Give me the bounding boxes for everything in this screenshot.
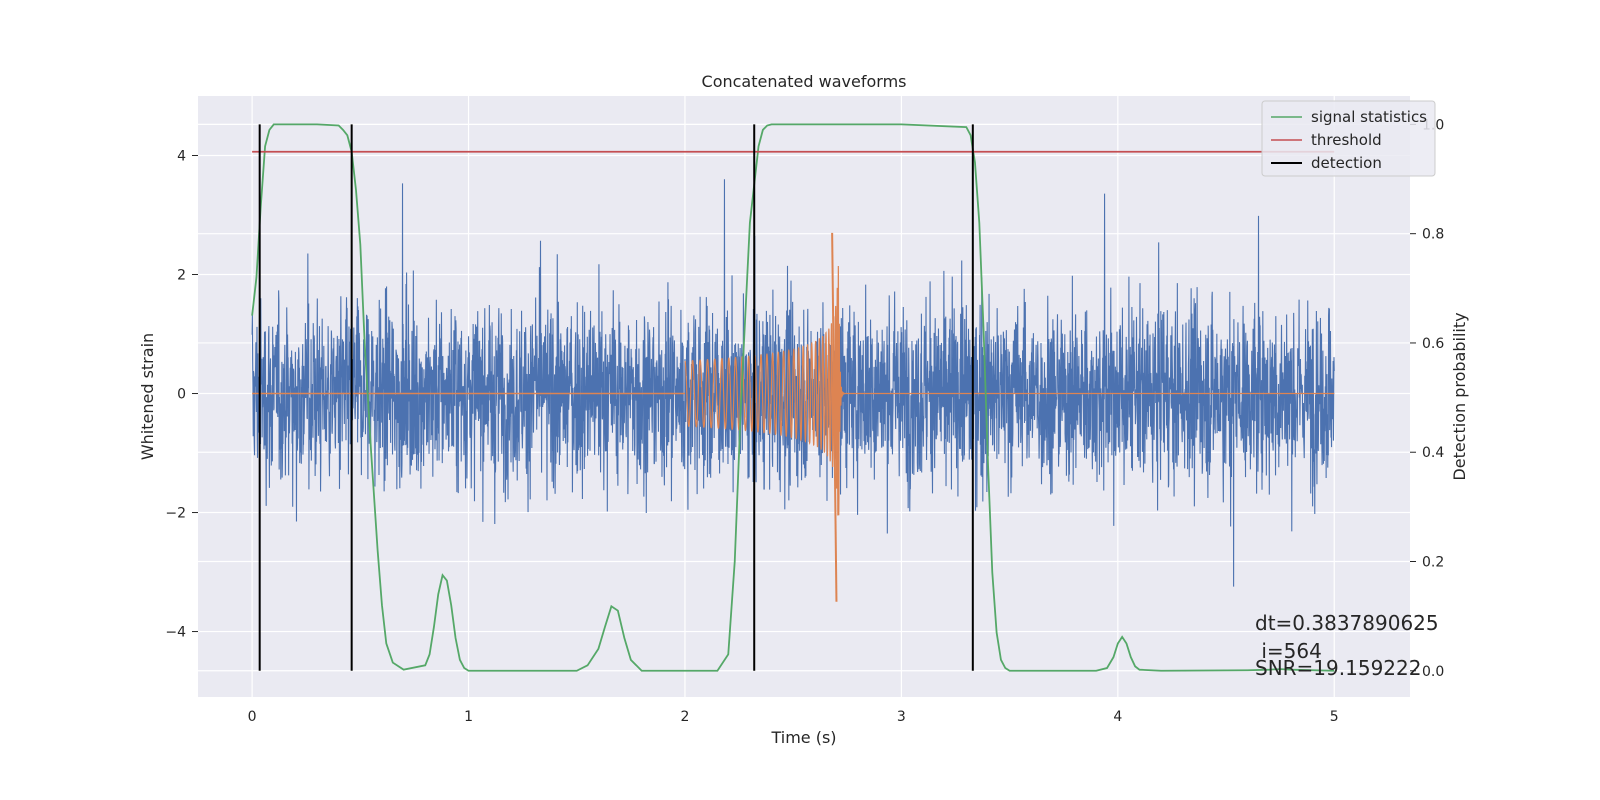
y-axis-label: Whitened strain	[138, 333, 157, 460]
legend-label-signal-statistics: signal statistics	[1311, 108, 1427, 126]
legend: signal statistics threshold detection	[1261, 100, 1436, 177]
y-tick-label: 4	[177, 149, 186, 165]
waveform-series	[252, 232, 1335, 602]
detection-lines	[258, 124, 974, 671]
noise-series	[251, 179, 1335, 587]
waveform-trace	[684, 265, 1335, 516]
x-tick-label: 5	[1330, 709, 1339, 725]
y-right-tick-label: 0.0	[1422, 664, 1444, 680]
x-tick-label: 1	[464, 709, 473, 725]
x-tick-label: 4	[1113, 709, 1122, 725]
y-right-tick-label: 0.8	[1422, 227, 1444, 243]
x-tick-label: 0	[248, 709, 257, 725]
y-right-tick-label: 0.2	[1422, 555, 1444, 571]
y-right-tick-label: 0.4	[1422, 445, 1444, 461]
y-tick-label: −4	[165, 625, 186, 641]
annotation-index: i=564	[1255, 639, 1322, 663]
series-signal-statistics	[251, 123, 1335, 672]
legend-label-threshold: threshold	[1311, 131, 1382, 149]
x-axis-label: Time (s)	[770, 728, 836, 747]
x-tick-label: 2	[681, 709, 690, 725]
y-tick-label: −2	[165, 506, 186, 522]
y-right-tick-label: 0.6	[1422, 336, 1444, 352]
y-axis-right-label: Detection probability	[1450, 312, 1469, 480]
waveform-merger-spike	[831, 232, 838, 602]
legend-box	[1261, 100, 1436, 177]
annotation-snr: SNR=19.159222	[1255, 656, 1421, 680]
chart-title: Concatenated waveforms	[702, 72, 907, 91]
y-tick-label: 0	[177, 387, 186, 403]
noise-trace	[251, 179, 1335, 587]
series-lines	[251, 123, 1335, 672]
y-tick-label: 2	[177, 268, 186, 284]
annotation-dt: dt=0.3837890625	[1255, 611, 1439, 635]
x-tick-label: 3	[897, 709, 906, 725]
legend-label-detection: detection	[1311, 154, 1382, 172]
